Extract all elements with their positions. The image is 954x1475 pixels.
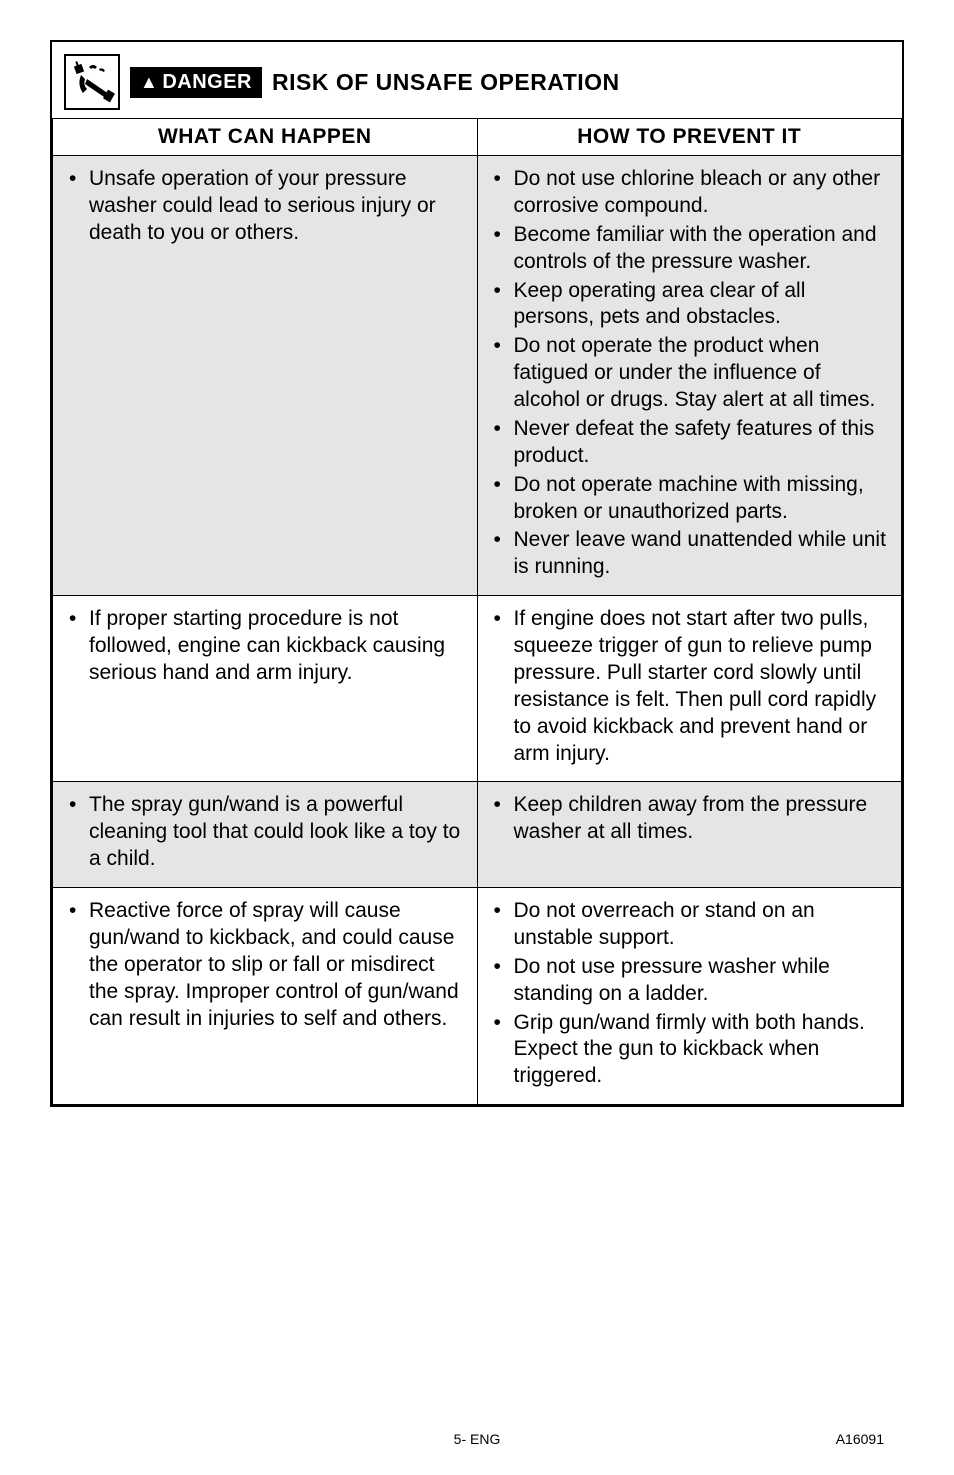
- list-item: Unsafe operation of your pressure washer…: [67, 166, 463, 247]
- kickback-hazard-icon: [64, 54, 120, 110]
- hazard-table: WHAT CAN HAPPEN HOW TO PREVENT IT Unsafe…: [52, 118, 902, 1105]
- list-item: Grip gun/wand firmly with both hands. Ex…: [492, 1010, 888, 1091]
- cell-what-can-happen: Reactive force of spray will cause gun/w…: [53, 888, 478, 1105]
- footer-center: 5- ENG: [454, 1431, 501, 1447]
- cell-what-can-happen: Unsafe operation of your pressure washer…: [53, 156, 478, 596]
- cell-how-to-prevent: Do not overreach or stand on an unstable…: [477, 888, 902, 1105]
- danger-badge-text: DANGER: [162, 71, 252, 94]
- list-item: Become familiar with the operation and c…: [492, 222, 888, 276]
- bullet-list: If proper starting procedure is not foll…: [67, 606, 463, 687]
- cell-what-can-happen: If proper starting procedure is not foll…: [53, 596, 478, 782]
- bullet-list: Reactive force of spray will cause gun/w…: [67, 898, 463, 1032]
- list-item: If engine does not start after two pulls…: [492, 606, 888, 767]
- bullet-list: The spray gun/wand is a powerful cleanin…: [67, 792, 463, 873]
- table-row: The spray gun/wand is a powerful cleanin…: [53, 782, 902, 888]
- list-item: The spray gun/wand is a powerful cleanin…: [67, 792, 463, 873]
- column-header-right: HOW TO PREVENT IT: [477, 119, 902, 156]
- list-item: Do not overreach or stand on an unstable…: [492, 898, 888, 952]
- table-row: Reactive force of spray will cause gun/w…: [53, 888, 902, 1105]
- table-row: If proper starting procedure is not foll…: [53, 596, 902, 782]
- danger-badge: ▲DANGER: [130, 67, 262, 98]
- list-item: Never leave wand unattended while unit i…: [492, 527, 888, 581]
- list-item: Do not use chlorine bleach or any other …: [492, 166, 888, 220]
- bullet-list: Unsafe operation of your pressure washer…: [67, 166, 463, 247]
- list-item: If proper starting procedure is not foll…: [67, 606, 463, 687]
- page: ▲DANGER RISK OF UNSAFE OPERATION WHAT CA…: [0, 0, 954, 1475]
- list-item: Do not use pressure washer while standin…: [492, 954, 888, 1008]
- page-footer: 5- ENG A16091: [0, 1431, 954, 1447]
- bullet-list: Keep children away from the pressure was…: [492, 792, 888, 846]
- list-item: Do not operate the product when fatigued…: [492, 333, 888, 414]
- bullet-list: If engine does not start after two pulls…: [492, 606, 888, 767]
- cell-how-to-prevent: Do not use chlorine bleach or any other …: [477, 156, 902, 596]
- list-item: Reactive force of spray will cause gun/w…: [67, 898, 463, 1032]
- header-row: ▲DANGER RISK OF UNSAFE OPERATION: [52, 42, 902, 118]
- list-item: Keep operating area clear of all persons…: [492, 278, 888, 332]
- bullet-list: Do not use chlorine bleach or any other …: [492, 166, 888, 581]
- table-body: Unsafe operation of your pressure washer…: [53, 156, 902, 1105]
- warning-triangle-icon: ▲: [140, 73, 158, 91]
- warning-box: ▲DANGER RISK OF UNSAFE OPERATION WHAT CA…: [50, 40, 904, 1107]
- cell-what-can-happen: The spray gun/wand is a powerful cleanin…: [53, 782, 478, 888]
- list-item: Do not operate machine with missing, bro…: [492, 472, 888, 526]
- list-item: Never defeat the safety features of this…: [492, 416, 888, 470]
- cell-how-to-prevent: If engine does not start after two pulls…: [477, 596, 902, 782]
- header-title: RISK OF UNSAFE OPERATION: [272, 69, 620, 96]
- table-row: Unsafe operation of your pressure washer…: [53, 156, 902, 596]
- column-header-left: WHAT CAN HAPPEN: [53, 119, 478, 156]
- bullet-list: Do not overreach or stand on an unstable…: [492, 898, 888, 1090]
- list-item: Keep children away from the pressure was…: [492, 792, 888, 846]
- footer-right: A16091: [836, 1431, 884, 1447]
- cell-how-to-prevent: Keep children away from the pressure was…: [477, 782, 902, 888]
